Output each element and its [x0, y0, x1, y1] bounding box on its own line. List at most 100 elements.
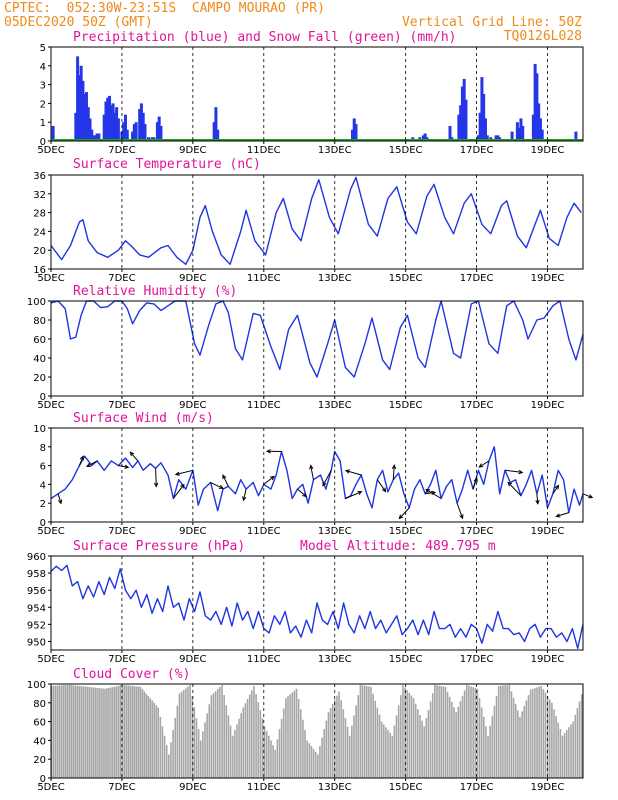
cloud-bar [145, 693, 148, 778]
y-tick-label: 3 [40, 81, 46, 92]
precip-bar [111, 103, 115, 141]
wind-arrow-shaft [345, 491, 362, 499]
cloud-bar [353, 715, 355, 778]
cloud-bar [385, 727, 387, 778]
cloud-bar [319, 746, 321, 778]
cloud-bar [129, 685, 132, 778]
x-tick-label: 11DEC [247, 526, 281, 537]
cloud-bar [157, 707, 159, 778]
y-tick-label: 40 [33, 736, 46, 747]
cloud-bar [51, 685, 53, 778]
precip-bar [109, 105, 113, 141]
cloud-bar [170, 742, 172, 778]
cloud-bar [299, 709, 302, 778]
x-tick-label: 13DEC [318, 400, 352, 411]
precip-bar [350, 129, 354, 141]
x-tick-label: 19DEC [531, 782, 565, 793]
wind-arrow [456, 503, 464, 520]
wind-arrow-shaft [582, 493, 593, 499]
wind-arrow [535, 493, 540, 505]
wind-arrow-head [79, 455, 84, 461]
cloud-bar [510, 691, 513, 778]
header-grid-note: Vertical Grid Line: 50Z [401, 15, 582, 30]
cloud-bar [408, 692, 411, 778]
cloud-bar [474, 687, 477, 778]
cloud-bar [578, 701, 581, 778]
wind-arrow [391, 464, 397, 480]
precip-bar [155, 122, 159, 141]
chart-panel-0: 5DEC 7DEC 9DEC 11DEC 13DEC 15DEC 17DEC 19DEC 0 1 2… [37, 30, 584, 156]
wind-arrow-head [478, 463, 484, 468]
cloud-bar [468, 685, 470, 778]
y-tick-label: 2 [40, 99, 46, 110]
precip-bar [139, 103, 143, 141]
x-tick-label: 17DEC [460, 526, 494, 537]
cloud-bar [523, 705, 526, 778]
panel-title: Surface Wind (m/s) [73, 411, 214, 426]
precip-bar [92, 135, 96, 141]
precip-bar [79, 65, 83, 141]
cloud-bar [427, 709, 430, 778]
y-tick-label: 40 [33, 354, 46, 365]
cloud-bar [216, 689, 219, 778]
cloud-bar [555, 715, 557, 778]
x-tick-label: 5DEC [37, 145, 64, 156]
x-tick-label: 15DEC [389, 400, 423, 411]
precip-bar [459, 105, 463, 141]
precip-bar [510, 131, 514, 141]
precip-bar [120, 131, 124, 141]
cloud-bar [78, 685, 81, 778]
cloud-bar [187, 686, 189, 778]
y-tick-label: 0 [40, 392, 46, 403]
cloud-bar [340, 700, 343, 778]
wind-arrow-head [57, 499, 63, 505]
wind-arrow-shaft [155, 468, 157, 487]
cloud-bar [240, 713, 242, 778]
x-tick-label: 7DEC [108, 145, 135, 156]
cloud-bar [234, 730, 236, 778]
wind-arrow [425, 488, 442, 499]
cloud-bar [325, 720, 328, 778]
wind-arrow [129, 451, 139, 462]
wind-arrow-shaft [172, 484, 185, 499]
panel-title: Surface Pressure (hPa) [73, 539, 245, 554]
x-tick-label: 11DEC [247, 400, 281, 411]
precip-bar [485, 135, 489, 141]
x-tick-label: 15DEC [389, 654, 423, 665]
wind-arrow-shaft [376, 479, 387, 492]
cloud-bar [291, 692, 294, 778]
y-tick-label: 80 [33, 316, 46, 327]
wind-arrow-shaft [456, 503, 464, 519]
cloud-bar [308, 743, 311, 778]
cloud-bar [265, 731, 268, 778]
precip-bar [159, 125, 163, 141]
cloud-bar [568, 727, 570, 778]
cloud-bar [255, 693, 257, 778]
wind-arrow-shaft [472, 478, 478, 490]
wind-arrow-head [554, 484, 560, 490]
cloud-bar [444, 686, 447, 778]
cloud-bar [336, 695, 338, 778]
cloud-bar [357, 695, 360, 778]
wind-arrow-head [86, 462, 92, 468]
plot-frame [50, 46, 584, 142]
cloud-bar [52, 685, 55, 778]
wind-arrow [555, 512, 569, 518]
cloud-bar [64, 685, 67, 778]
cloud-bar [457, 706, 460, 778]
x-tick-label: 9DEC [179, 526, 206, 537]
cloud-bar [529, 689, 532, 778]
wind-arrow-head [459, 514, 464, 520]
precip-bar [113, 112, 117, 141]
cloud-bar [293, 690, 296, 778]
x-tick-label: 13DEC [318, 145, 352, 156]
cloud-bar [161, 726, 164, 778]
cloud-bar [436, 685, 438, 778]
wind-arrow-shaft [345, 470, 362, 476]
chart-panel-1: 5DEC 7DEC 9DEC 11DEC 13DEC 15DEC 17DEC 19DEC 16 2… [33, 157, 584, 284]
cloud-bar [542, 689, 545, 778]
x-tick-label: 7DEC [108, 400, 135, 411]
wind-arrow-shaft [504, 469, 523, 473]
cloud-bar [80, 686, 83, 778]
cloud-bar [155, 705, 158, 778]
